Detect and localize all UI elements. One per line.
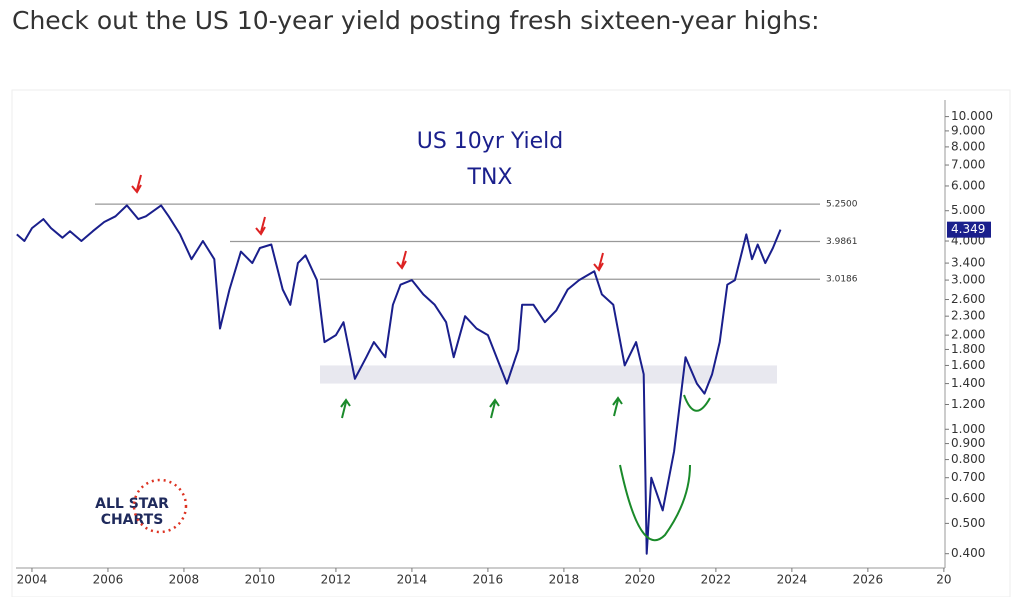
x-tick-label: 2014 (397, 573, 428, 587)
chart-title: US 10yr Yield (417, 129, 564, 154)
y-tick-label: 0.700 (951, 470, 985, 484)
y-tick-label: 1.800 (951, 342, 985, 356)
support-zone (320, 365, 777, 384)
y-tick-label: 0.400 (951, 546, 985, 560)
y-tick-label: 1.400 (951, 376, 985, 390)
x-tick-label: 2018 (549, 573, 580, 587)
x-tick-label: 2006 (93, 573, 124, 587)
last-value-label: 4.349 (951, 222, 985, 236)
y-tick-label: 6.000 (951, 178, 985, 192)
y-tick-label: 9.000 (951, 123, 985, 137)
x-tick-label: 20 (936, 573, 951, 587)
x-tick-label: 2012 (321, 573, 352, 587)
y-tick-label: 0.600 (951, 491, 985, 505)
y-tick-label: 2.600 (951, 292, 985, 306)
y-tick-label: 3.000 (951, 273, 985, 287)
bottom-arc (683, 394, 711, 412)
chart-frame (11, 89, 1011, 598)
chart-subtitle: TNX (467, 165, 513, 190)
x-tick-label: 2024 (777, 573, 808, 587)
x-tick-label: 2020 (625, 573, 656, 587)
reference-label: 3.9861 (826, 237, 858, 247)
y-tick-label: 1.000 (951, 422, 985, 436)
y-tick-label: 0.500 (951, 516, 985, 530)
green-arrows (340, 394, 711, 542)
x-tick-label: 2008 (169, 573, 200, 587)
logo-stars (132, 478, 188, 534)
logo: ALL STAR (95, 496, 169, 512)
y-tick-label: 10.000 (951, 109, 993, 123)
x-tick-label: 2026 (853, 573, 884, 587)
last-value-box (947, 221, 991, 238)
reference-label: 3.0186 (826, 275, 858, 285)
y-tick-label: 8.000 (951, 139, 985, 153)
y-tick-label: 5.000 (951, 203, 985, 217)
logo: CHARTS (101, 512, 164, 528)
y-tick-label: 1.200 (951, 397, 985, 411)
y-tick-label: 0.900 (951, 436, 985, 450)
y-tick-label: 3.400 (951, 256, 985, 270)
x-tick-label: 2010 (245, 573, 276, 587)
x-tick-label: 2022 (701, 573, 732, 587)
y-tick-label: 7.000 (951, 158, 985, 172)
x-tick-label: 2016 (473, 573, 504, 587)
yield-line (16, 204, 782, 555)
y-tick-label: 2.300 (951, 309, 985, 323)
reference-label: 5.2500 (826, 200, 858, 210)
x-tick-label: 2004 (17, 573, 48, 587)
y-tick-label: 1.600 (951, 358, 985, 372)
y-tick-label: 2.000 (951, 328, 985, 342)
red-arrows (131, 174, 604, 272)
heading: Check out the US 10-year yield posting f… (12, 6, 820, 35)
y-tick-label: 0.800 (951, 452, 985, 466)
bottom-arc (619, 464, 691, 542)
